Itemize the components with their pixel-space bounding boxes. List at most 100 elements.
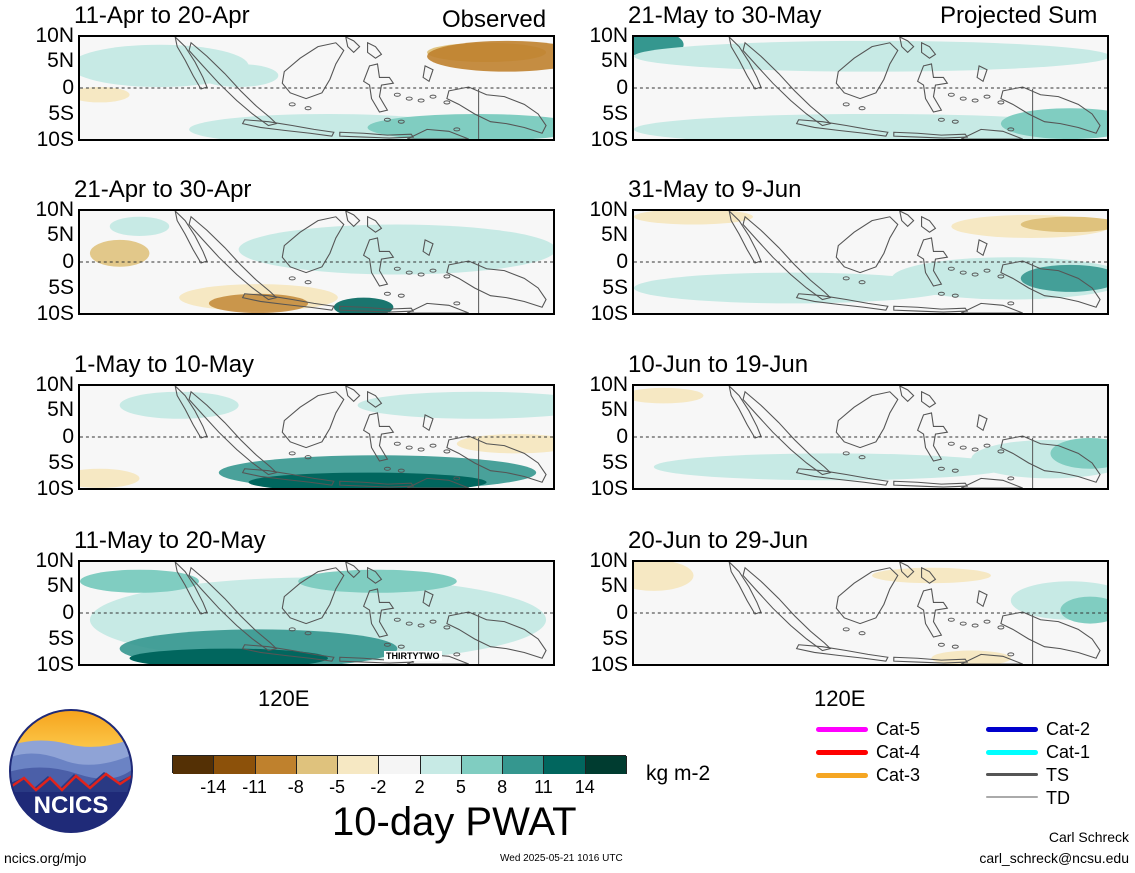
- lat-tick-label: 10S: [36, 128, 74, 151]
- coastline: [422, 65, 434, 83]
- coastline: [406, 128, 469, 139]
- anomaly-shading: [427, 40, 553, 72]
- projected-label: Projected Sum: [940, 2, 1098, 29]
- lat-tick-label: 5N: [47, 49, 74, 72]
- island-outline: [429, 443, 437, 448]
- left-map-panel-1: [78, 35, 555, 141]
- coastline: [446, 260, 547, 308]
- island-outline: [1007, 652, 1015, 657]
- island-outline: [947, 617, 955, 622]
- site-url: ncics.org/mjo: [4, 850, 87, 866]
- coastline: [281, 567, 345, 625]
- colorbar-swatch: [214, 756, 256, 774]
- coastline: [241, 468, 335, 486]
- coastline: [188, 215, 278, 301]
- colorbar-swatch: [420, 756, 462, 774]
- legend-swatch: [816, 727, 868, 732]
- island-outline: [997, 625, 1005, 630]
- coastline: [976, 590, 988, 608]
- coastline: [742, 390, 832, 476]
- coastline: [899, 386, 915, 403]
- lat-tick-label: 5N: [47, 223, 74, 246]
- coastline: [174, 386, 208, 439]
- lat-tick-label: 10S: [590, 302, 628, 325]
- island-outline: [971, 623, 979, 628]
- coastline: [835, 391, 899, 449]
- anomaly-shading: [80, 569, 199, 593]
- island-outline: [429, 94, 437, 99]
- island-outline: [288, 627, 296, 632]
- lat-tick-label: 5S: [602, 627, 628, 650]
- legend-label: Cat-4: [876, 742, 921, 762]
- colorbar-tick-label: -11: [242, 777, 267, 797]
- period-title: 31-May to 9-Jun: [628, 176, 802, 203]
- coastline: [241, 119, 335, 137]
- legend-swatch: [986, 773, 1038, 776]
- anomaly-shading: [634, 113, 1107, 139]
- coastline: [893, 480, 969, 488]
- island-outline: [858, 455, 866, 460]
- right-map-panel-1: [632, 35, 1109, 141]
- island-outline: [397, 644, 405, 649]
- coastline: [742, 215, 832, 301]
- island-outline: [997, 100, 1005, 105]
- right-map-panel-2: [632, 209, 1109, 315]
- legend-swatch: [986, 727, 1038, 732]
- coastline: [976, 414, 988, 432]
- island-outline: [405, 270, 413, 275]
- period-title: 10-Jun to 19-Jun: [628, 351, 809, 378]
- coastline: [976, 65, 988, 83]
- colorbar: [172, 755, 627, 774]
- lat-tick-label: 10S: [590, 653, 628, 676]
- coastline: [728, 211, 762, 264]
- left-map-panel-2: [78, 209, 555, 315]
- island-outline: [983, 94, 991, 99]
- coastline: [281, 391, 345, 449]
- anomaly-shading: [1020, 264, 1107, 292]
- coastline: [367, 41, 383, 59]
- main-title: 10-day PWAT: [332, 800, 577, 844]
- island-outline: [937, 466, 945, 471]
- coastline: [422, 590, 434, 608]
- anomaly-shading: [634, 40, 1107, 72]
- island-outline: [947, 266, 955, 271]
- coastline: [339, 305, 415, 313]
- coastline: [960, 128, 1023, 139]
- coastline: [174, 211, 208, 264]
- right-map-panel-4: [632, 560, 1109, 666]
- island-outline: [383, 466, 391, 471]
- colorbar-swatch: [255, 756, 297, 774]
- island-outline: [417, 623, 425, 628]
- island-outline: [393, 441, 401, 446]
- coastline: [281, 42, 345, 100]
- logo-text: NCICS: [33, 792, 109, 819]
- coastline: [446, 86, 547, 134]
- coastline: [893, 305, 969, 313]
- coastline: [339, 131, 415, 139]
- period-title: 21-Apr to 30-Apr: [74, 176, 252, 203]
- island-outline: [959, 445, 967, 450]
- lat-tick-label: 0: [62, 76, 74, 99]
- anomaly-shading: [198, 63, 279, 88]
- anomaly-shading: [1020, 216, 1107, 233]
- legend-label: Cat-5: [876, 719, 921, 739]
- author-email: carl_schreck@ncsu.edu: [979, 850, 1129, 866]
- coastline: [795, 644, 889, 662]
- coastline: [241, 293, 335, 311]
- island-outline: [951, 644, 959, 649]
- island-outline: [842, 451, 850, 456]
- lat-tick-label: 0: [62, 601, 74, 624]
- anomaly-shading: [80, 87, 130, 103]
- island-outline: [858, 280, 866, 285]
- period-title: 11-Apr to 20-Apr: [74, 2, 250, 29]
- island-outline: [997, 449, 1005, 454]
- colorbar-tick-label: -8: [287, 777, 304, 797]
- coastline: [174, 562, 208, 615]
- pwat-map: [80, 211, 553, 313]
- coastline: [916, 588, 949, 638]
- anomaly-shading: [931, 650, 1011, 664]
- island-outline: [453, 652, 461, 657]
- colorbar-tick-label: -14: [200, 777, 227, 797]
- island-outline: [443, 100, 451, 105]
- legend-label: Cat-2: [1046, 719, 1091, 739]
